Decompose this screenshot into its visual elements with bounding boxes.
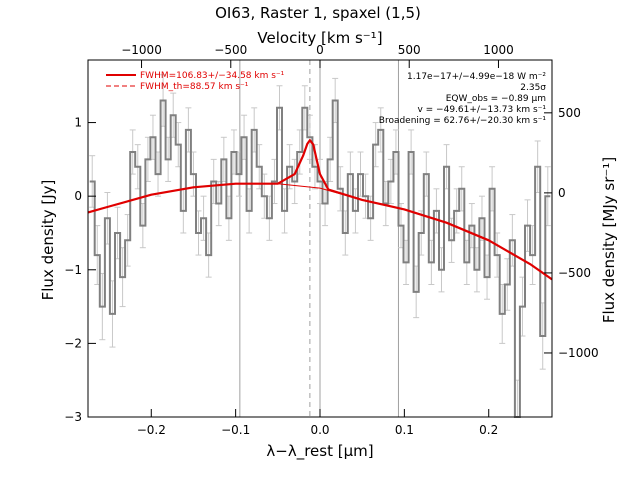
top-tick-label: 0 xyxy=(316,43,324,57)
reference-lines xyxy=(239,60,399,417)
top-axis-label: Velocity [km s⁻¹] xyxy=(257,29,382,47)
right-tick-label: −1000 xyxy=(558,346,599,360)
x-tick-label: 0.2 xyxy=(479,423,498,437)
y-axis-label: Flux density [Jy] xyxy=(39,180,57,301)
annotation-velocity: v = −49.61+/−13.73 km s⁻¹ xyxy=(417,105,546,115)
line-fit-curve xyxy=(87,139,553,281)
annotation-broadening: Broadening = 62.76+/−20.30 km s⁻¹ xyxy=(379,116,547,126)
right-tick-label: −500 xyxy=(558,266,591,280)
x-tick-label: 0.1 xyxy=(395,423,414,437)
chart-title: OI63, Raster 1, spaxel (1,5) xyxy=(215,4,421,22)
right-tick-label: 0 xyxy=(558,186,566,200)
legend-label-fwhm-th: FWHM_th=88.57 km s⁻¹ xyxy=(140,82,249,92)
plot-frame xyxy=(87,59,553,418)
top-tick-label: 500 xyxy=(398,43,421,57)
top-tick-label: −1000 xyxy=(121,43,162,57)
y-tick-label: −1 xyxy=(64,263,82,277)
fit-annotations: 1.17e−17+/−4.99e−18 W m⁻² 2.35σ EQW_obs … xyxy=(379,72,547,126)
series-layer xyxy=(87,99,553,418)
top-tick-label: 1000 xyxy=(483,43,514,57)
annotation-flux: 1.17e−17+/−4.99e−18 W m⁻² xyxy=(407,72,546,82)
x-tick-label: 0.0 xyxy=(310,423,329,437)
spectrum-step-line xyxy=(89,99,551,418)
y-tick-label: 0 xyxy=(74,189,82,203)
x-tick-label: −0.1 xyxy=(221,423,250,437)
right-tick-label: 500 xyxy=(558,106,581,120)
legend-label-fwhm: FWHM=106.83+/−34.58 km s⁻¹ xyxy=(140,71,285,81)
annotation-eqw: EQW_obs = −0.89 μm xyxy=(446,94,546,104)
y-tick-label: −3 xyxy=(64,410,82,424)
x-axis-label: λ−λ_rest [μm] xyxy=(266,442,373,461)
annotation-sigma: 2.35σ xyxy=(520,83,546,93)
legend: FWHM=106.83+/−34.58 km s⁻¹ FWHM_th=88.57… xyxy=(106,71,285,92)
y-tick-label: −2 xyxy=(64,336,82,350)
y-tick-label: 1 xyxy=(74,116,82,130)
top-tick-label: −500 xyxy=(214,43,247,57)
x-tick-label: −0.2 xyxy=(137,423,166,437)
right-axis-label: Flux density [MJy sr⁻¹] xyxy=(600,157,618,323)
